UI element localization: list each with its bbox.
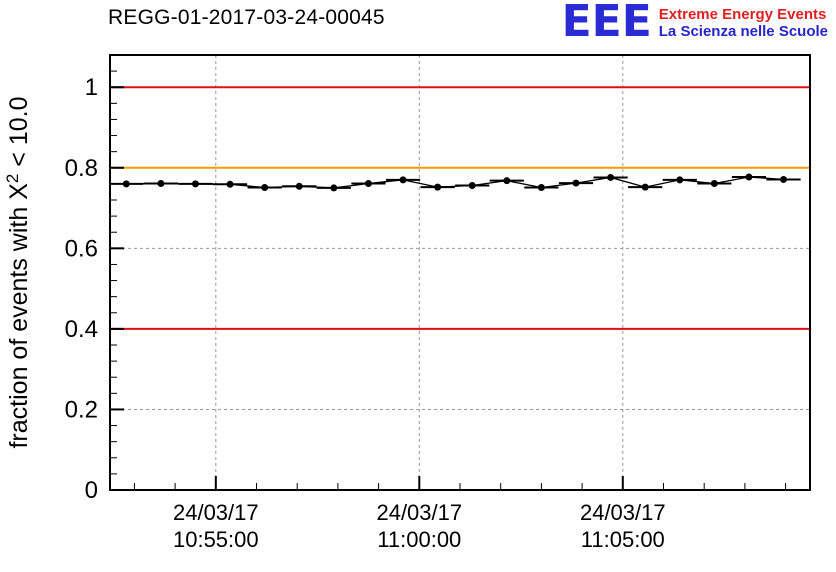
data-line [126,176,784,189]
x-tick-label: 24/03/17 10:55:00 [173,500,259,552]
x-tick-label: 24/03/17 11:00:00 [376,500,462,552]
data-point [503,177,511,185]
data-point [537,184,545,192]
data-point [745,173,753,181]
y-tick-label: 1 [85,74,98,101]
data-point [364,179,372,187]
data-point [295,182,303,190]
data-point [780,175,788,183]
data-point [399,176,407,184]
data-point [226,180,234,188]
y-axis-label: fraction of events with X2 < 10.0 [3,96,33,448]
data-point [191,180,199,188]
y-tick-label: 0.8 [65,155,98,182]
data-point [710,179,718,187]
eee-logo-text: Extreme Energy Events La Scienza nelle S… [659,2,828,40]
eee-logo-acronym: EEE [561,0,652,47]
data-point [468,182,476,189]
data-point [261,184,269,192]
chart-title: REGG-01-2017-03-24-00045 [108,6,385,29]
y-tick-label: 0 [85,477,98,504]
eee-logo: EEE Extreme Energy Events La Scienza nel… [561,0,828,47]
data-point [434,183,442,191]
y-tick-label: 0.4 [65,316,98,343]
plot-frame [109,54,811,491]
y-tick-label: 0.6 [65,235,98,262]
eee-logo-line1: Extreme Energy Events [658,6,827,23]
eee-logo-line2: La Scienza nelle Scuole [658,23,828,40]
y-tick-label: 0.2 [65,396,98,423]
data-point [157,179,165,187]
data-point [330,184,338,192]
data-point [572,179,580,187]
data-point [641,183,649,191]
x-tick-label: 24/03/17 11:05:00 [580,500,666,552]
data-point [607,173,615,181]
data-point [122,180,130,188]
data-point [676,176,684,184]
